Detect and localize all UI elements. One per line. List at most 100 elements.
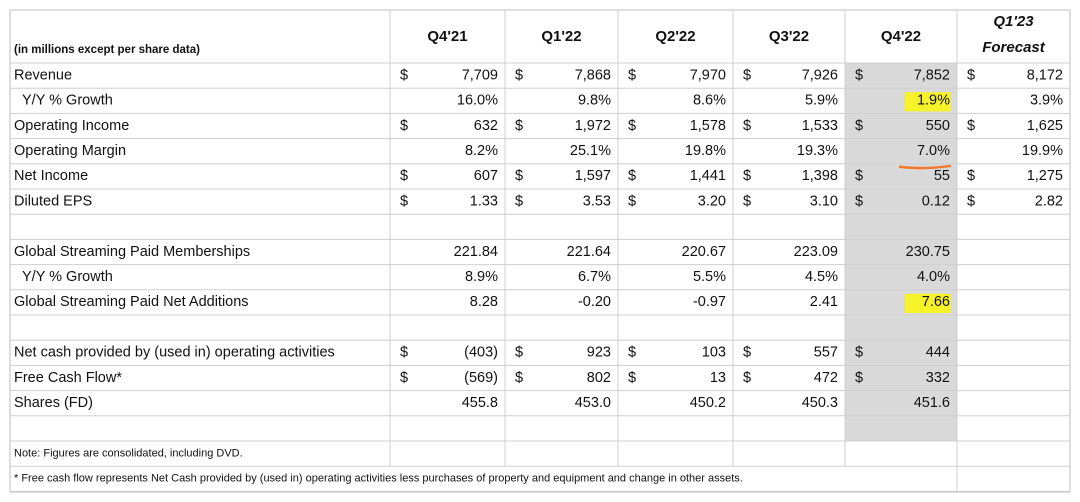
cell-value: 450.2	[690, 395, 726, 411]
cell-value: 8.9%	[465, 269, 498, 285]
cell-value: 3.10	[810, 193, 838, 209]
row-label: Y/Y % Growth	[22, 269, 113, 285]
cell-value: 455.8	[462, 395, 498, 411]
row-label: Net Income	[14, 168, 88, 184]
cell-value: 7,868	[575, 67, 611, 83]
cell-value: 5.9%	[805, 93, 838, 109]
cell-value: 472	[814, 370, 838, 386]
cell-value: -0.97	[693, 294, 726, 310]
forecast-label: Forecast	[982, 39, 1046, 56]
cell-value: 444	[926, 345, 950, 361]
row-label: Diluted EPS	[14, 193, 92, 209]
cell-value: 103	[702, 345, 726, 361]
currency: $	[515, 168, 523, 184]
cell-value: 550	[926, 118, 950, 134]
cell-value: 8.28	[470, 294, 498, 310]
cell-value: 221.64	[567, 244, 611, 260]
currency: $	[967, 118, 975, 134]
cell-value: 8.2%	[465, 143, 498, 159]
currency: $	[628, 168, 636, 184]
cell-value: 5.5%	[693, 269, 726, 285]
highlight-column	[845, 63, 957, 441]
cell-value: 7,970	[690, 67, 726, 83]
highlight	[905, 92, 951, 112]
cell-value: 7,926	[802, 67, 838, 83]
row-label: Operating Margin	[14, 143, 126, 159]
currency: $	[400, 370, 408, 386]
cell-value: 19.9%	[1022, 143, 1063, 159]
cell-value: 1,625	[1027, 118, 1063, 134]
currency: $	[855, 168, 863, 184]
column-header: Q3'22	[769, 28, 809, 45]
cell-value: 55	[934, 168, 950, 184]
currency: $	[743, 67, 751, 83]
currency: $	[628, 193, 636, 209]
cell-value: 7.66	[922, 294, 950, 310]
cell-value: 1,597	[575, 168, 611, 184]
currency: $	[628, 345, 636, 361]
currency: $	[515, 345, 523, 361]
cell-value: 3.9%	[1030, 93, 1063, 109]
cell-value: 3.20	[698, 193, 726, 209]
row-label: Global Streaming Paid Memberships	[14, 244, 250, 260]
currency: $	[855, 193, 863, 209]
cell-value: 7.0%	[917, 143, 950, 159]
cell-value: 607	[474, 168, 498, 184]
cell-value: 221.84	[454, 244, 498, 260]
column-header: Q1'23	[993, 13, 1034, 30]
cell-value: 8,172	[1027, 67, 1063, 83]
row-label: Operating Income	[14, 118, 129, 134]
cell-value: 332	[926, 370, 950, 386]
cell-value: 1,533	[802, 118, 838, 134]
cell-value: 632	[474, 118, 498, 134]
cell-value: 451.6	[914, 395, 950, 411]
cell-value: 7,709	[462, 67, 498, 83]
currency: $	[967, 193, 975, 209]
currency: $	[400, 345, 408, 361]
cell-value: 923	[587, 345, 611, 361]
row-label: Net cash provided by (used in) operating…	[14, 345, 335, 361]
cell-value: (569)	[464, 370, 498, 386]
currency: $	[515, 118, 523, 134]
currency: $	[855, 118, 863, 134]
currency: $	[855, 345, 863, 361]
cell-value: 2.41	[810, 294, 838, 310]
currency: $	[515, 370, 523, 386]
note: * Free cash flow represents Net Cash pro…	[14, 473, 743, 485]
cell-value: 9.8%	[578, 93, 611, 109]
row-label: Global Streaming Paid Net Additions	[14, 294, 249, 310]
currency: $	[743, 168, 751, 184]
cell-value: 1,578	[690, 118, 726, 134]
cell-value: 6.7%	[578, 269, 611, 285]
row-label: Shares (FD)	[14, 395, 93, 411]
cell-value: 802	[587, 370, 611, 386]
cell-value: 1,441	[690, 168, 726, 184]
cell-value: 7,852	[914, 67, 950, 83]
cell-value: 1.33	[470, 193, 498, 209]
cell-value: 4.5%	[805, 269, 838, 285]
cell-value: 25.1%	[570, 143, 611, 159]
cell-value: 16.0%	[457, 93, 498, 109]
currency: $	[967, 67, 975, 83]
cell-value: 8.6%	[693, 93, 726, 109]
cell-value: 1.9%	[917, 93, 950, 109]
currency: $	[967, 168, 975, 184]
cell-value: 1,398	[802, 168, 838, 184]
currency: $	[855, 370, 863, 386]
currency: $	[400, 67, 408, 83]
cell-value: 0.12	[922, 193, 950, 209]
cell-value: (403)	[464, 345, 498, 361]
currency: $	[743, 118, 751, 134]
unit-note: (in millions except per share data)	[14, 44, 200, 56]
table-border	[9, 9, 1071, 493]
cell-value: 1,275	[1027, 168, 1063, 184]
cell-value: 3.53	[583, 193, 611, 209]
row-label: Y/Y % Growth	[22, 93, 113, 109]
cell-value: 19.8%	[685, 143, 726, 159]
cell-value: 223.09	[794, 244, 838, 260]
currency: $	[855, 67, 863, 83]
cell-value: 13	[710, 370, 726, 386]
cell-value: 230.75	[906, 244, 950, 260]
currency: $	[743, 345, 751, 361]
